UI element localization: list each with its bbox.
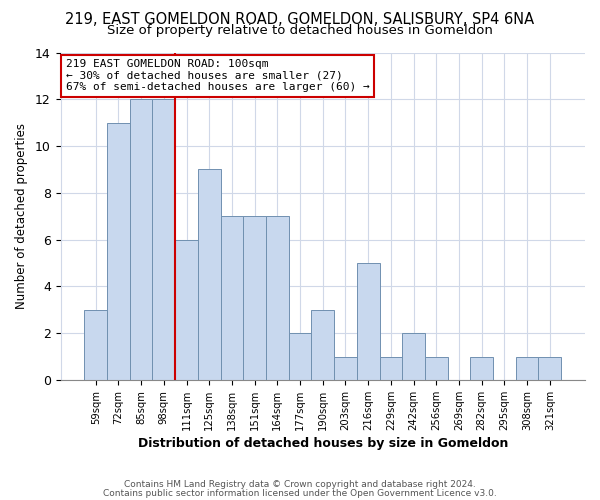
Text: Size of property relative to detached houses in Gomeldon: Size of property relative to detached ho…	[107, 24, 493, 37]
Bar	[107, 122, 130, 380]
Bar	[357, 263, 380, 380]
Bar	[85, 310, 107, 380]
Bar	[470, 356, 493, 380]
Bar	[311, 310, 334, 380]
Text: Contains HM Land Registry data © Crown copyright and database right 2024.: Contains HM Land Registry data © Crown c…	[124, 480, 476, 489]
Bar	[244, 216, 266, 380]
Bar	[380, 356, 402, 380]
Bar	[198, 170, 221, 380]
Bar	[402, 333, 425, 380]
Bar	[130, 100, 152, 380]
Text: Contains public sector information licensed under the Open Government Licence v3: Contains public sector information licen…	[103, 488, 497, 498]
Bar	[334, 356, 357, 380]
Bar	[175, 240, 198, 380]
Bar	[266, 216, 289, 380]
Bar	[221, 216, 244, 380]
Bar	[425, 356, 448, 380]
Bar	[152, 100, 175, 380]
X-axis label: Distribution of detached houses by size in Gomeldon: Distribution of detached houses by size …	[137, 437, 508, 450]
Y-axis label: Number of detached properties: Number of detached properties	[15, 123, 28, 309]
Bar	[538, 356, 561, 380]
Bar	[289, 333, 311, 380]
Text: 219 EAST GOMELDON ROAD: 100sqm
← 30% of detached houses are smaller (27)
67% of : 219 EAST GOMELDON ROAD: 100sqm ← 30% of …	[66, 59, 370, 92]
Bar	[516, 356, 538, 380]
Text: 219, EAST GOMELDON ROAD, GOMELDON, SALISBURY, SP4 6NA: 219, EAST GOMELDON ROAD, GOMELDON, SALIS…	[65, 12, 535, 28]
